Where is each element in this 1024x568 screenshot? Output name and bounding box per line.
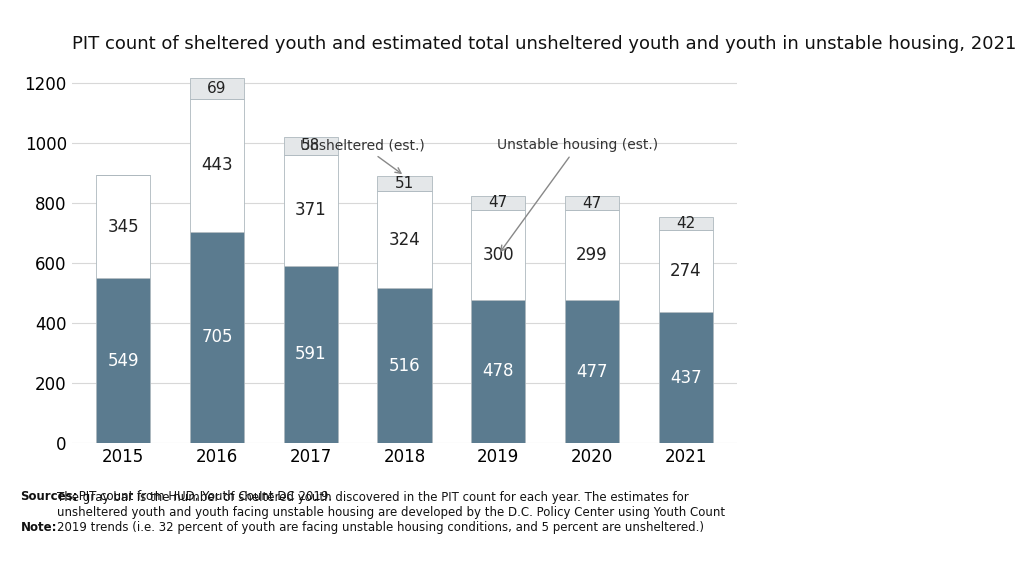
Bar — [189, 232, 244, 443]
Bar — [96, 175, 151, 278]
Text: 437: 437 — [670, 369, 701, 386]
Text: Unstable housing (est.): Unstable housing (est.) — [498, 138, 658, 251]
Text: 478: 478 — [482, 362, 514, 381]
Bar — [565, 196, 620, 210]
Text: 324: 324 — [388, 231, 421, 249]
Bar — [284, 154, 338, 266]
Text: 47: 47 — [583, 196, 601, 211]
Text: 42: 42 — [676, 216, 695, 231]
Text: 299: 299 — [577, 246, 608, 264]
Text: 69: 69 — [207, 81, 226, 96]
Text: 591: 591 — [295, 345, 327, 364]
Text: 274: 274 — [670, 262, 701, 280]
Bar — [658, 230, 713, 312]
Text: 549: 549 — [108, 352, 139, 370]
Text: 47: 47 — [488, 195, 508, 210]
Bar — [377, 176, 432, 191]
Bar — [565, 210, 620, 300]
Bar — [377, 191, 432, 289]
Text: 300: 300 — [482, 246, 514, 264]
Bar — [471, 300, 525, 443]
Text: The gray bar is the number of sheltered youth discovered in the PIT count for ea: The gray bar is the number of sheltered … — [57, 491, 725, 534]
Bar — [377, 289, 432, 443]
Text: 371: 371 — [295, 201, 327, 219]
Text: 705: 705 — [202, 328, 232, 346]
Text: 58: 58 — [301, 139, 321, 153]
Text: PIT count of sheltered youth and estimated total unsheltered youth and youth in : PIT count of sheltered youth and estimat… — [72, 35, 1016, 53]
Bar — [471, 210, 525, 300]
Bar — [189, 78, 244, 99]
Text: 51: 51 — [395, 176, 414, 191]
Bar — [471, 195, 525, 210]
Text: Note:: Note: — [20, 521, 57, 534]
Bar — [565, 300, 620, 443]
Bar — [284, 137, 338, 154]
Bar — [96, 278, 151, 443]
Text: PIT count from HUD, Youth Count DC 2019.: PIT count from HUD, Youth Count DC 2019. — [75, 490, 332, 503]
Text: 477: 477 — [577, 362, 607, 381]
Text: 443: 443 — [201, 156, 232, 174]
Bar — [658, 217, 713, 230]
Text: 516: 516 — [389, 357, 420, 375]
Bar — [658, 312, 713, 443]
Text: Unsheltered (est.): Unsheltered (est.) — [300, 138, 425, 173]
Text: Sources:: Sources: — [20, 490, 78, 503]
Bar — [284, 266, 338, 443]
Text: 345: 345 — [108, 218, 139, 236]
Bar — [189, 99, 244, 232]
